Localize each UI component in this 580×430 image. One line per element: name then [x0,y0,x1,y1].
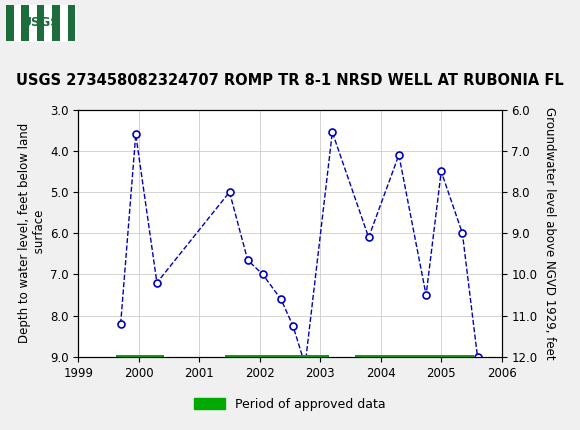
Text: USGS 273458082324707 ROMP TR 8-1 NRSD WELL AT RUBONIA FL: USGS 273458082324707 ROMP TR 8-1 NRSD WE… [16,73,564,88]
Bar [6,4,75,41]
Bar [224,355,329,362]
Bar [21,4,29,41]
Bar [356,355,474,362]
Bar [6,4,13,41]
Y-axis label: Groundwater level above NGVD 1929, feet: Groundwater level above NGVD 1929, feet [543,107,556,359]
Y-axis label: Depth to water level, feet below land
 surface: Depth to water level, feet below land su… [18,123,46,344]
Legend: Period of approved data: Period of approved data [189,393,391,416]
Bar [116,355,164,362]
Bar [37,4,45,41]
Bar [68,4,75,41]
Bar [52,4,60,41]
Text: USGS: USGS [21,16,60,29]
